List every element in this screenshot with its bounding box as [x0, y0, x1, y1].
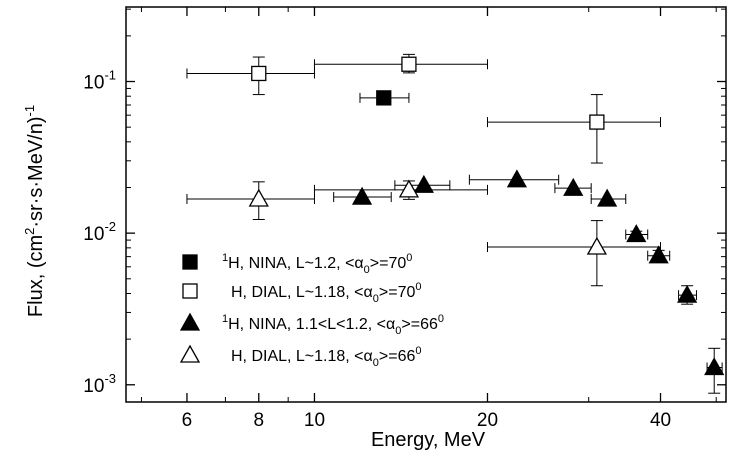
legend-text2: >=66 — [401, 316, 438, 333]
y-tick-label: 10-1 — [83, 68, 116, 94]
legend-text: H, DIAL, L~1.18, <α — [231, 348, 373, 365]
legend-item-2: H, DIAL, L~1.18, <α0>=700 — [182, 281, 422, 305]
legend-sup2: 0 — [438, 313, 444, 325]
data-point — [563, 177, 584, 196]
y-tick-exponent: -3 — [104, 371, 116, 386]
y-tick-base: 10 — [83, 73, 104, 94]
y-tick-base: 10 — [83, 224, 104, 245]
data-point — [398, 179, 420, 198]
x-axis-title: Energy, MeV — [371, 429, 486, 451]
legend-sup2: 0 — [415, 345, 421, 357]
x-tick-label: 40 — [650, 410, 671, 431]
legend-sup2: 0 — [415, 281, 421, 293]
x-tick-label: 10 — [304, 410, 325, 431]
data-point — [586, 236, 607, 255]
series-4 — [186, 179, 662, 287]
legend-text2: >=66 — [379, 348, 416, 365]
data-point — [704, 357, 725, 376]
legend-text2: >=70 — [379, 284, 416, 301]
legend-label: 1H, NINA, L~1.2, <α0>=700 — [222, 252, 412, 276]
data-point — [351, 186, 373, 205]
series-2 — [186, 53, 662, 164]
legend-sub: 0 — [364, 264, 370, 276]
legend-item-1: 1H, NINA, L~1.2, <α0>=700 — [182, 252, 412, 276]
legend-text: H, NINA, 1.1<L<1.2, <α — [228, 316, 395, 333]
y-tick-exponent: -1 — [104, 68, 116, 83]
data-point — [251, 65, 267, 82]
y-axis-title: Flux, (cm2·sr·s·MeV/n)-1 — [22, 105, 47, 317]
legend-sup: 1 — [222, 252, 228, 264]
legend-text: H, NINA, L~1.2, <α — [228, 255, 364, 272]
legend-sup: 1 — [222, 313, 228, 325]
legend-label: H, DIAL, L~1.18, <α0>=660 — [231, 345, 422, 369]
data-point — [401, 56, 417, 72]
legend-marker — [179, 312, 201, 331]
data-point — [597, 188, 618, 207]
legend-sub: 0 — [373, 293, 379, 305]
legend-marker — [179, 344, 201, 363]
y-axis-title-sup2: -1 — [22, 105, 37, 117]
data-point — [248, 188, 269, 207]
legend-marker — [182, 254, 198, 270]
legend-label: 1H, NINA, 1.1<L<1.2, <α0>=660 — [222, 313, 444, 337]
data-point — [376, 90, 392, 106]
legend-text2: >=70 — [370, 255, 407, 272]
legend-text: H, DIAL, L~1.18, <α — [231, 284, 373, 301]
series-1 — [359, 90, 410, 106]
legend-sub: 0 — [373, 357, 379, 369]
legend-marker — [182, 283, 198, 299]
plot-frame — [125, 6, 727, 403]
plot-area — [186, 53, 725, 394]
y-tick-label: 10-3 — [83, 371, 116, 397]
data-point — [413, 174, 434, 193]
legend-sup2: 0 — [406, 252, 412, 264]
x-tick-label: 6 — [182, 410, 193, 431]
data-point — [506, 169, 528, 188]
legend-label: H, DIAL, L~1.18, <α0>=700 — [231, 281, 422, 305]
legend-item-3: 1H, NINA, 1.1<L<1.2, <α0>=660 — [179, 312, 444, 337]
y-axis-title-prefix: Flux, (cm — [25, 235, 47, 317]
data-point — [589, 114, 605, 130]
y-tick-base: 10 — [83, 376, 104, 397]
data-point — [677, 284, 698, 303]
data-point — [626, 224, 647, 243]
y-tick-exponent: -2 — [104, 219, 116, 234]
legend-item-4: H, DIAL, L~1.18, <α0>=660 — [179, 344, 422, 369]
legend-sub: 0 — [395, 325, 401, 337]
x-tick-label: 20 — [477, 410, 498, 431]
y-tick-label: 10-2 — [83, 219, 116, 245]
series-3 — [333, 169, 725, 394]
y-axis-title-middle: ·sr·s·MeV/n) — [25, 117, 47, 228]
y-axis-title-sup1: 2 — [22, 228, 37, 235]
x-tick-label: 8 — [253, 410, 264, 431]
data-point — [648, 245, 669, 264]
